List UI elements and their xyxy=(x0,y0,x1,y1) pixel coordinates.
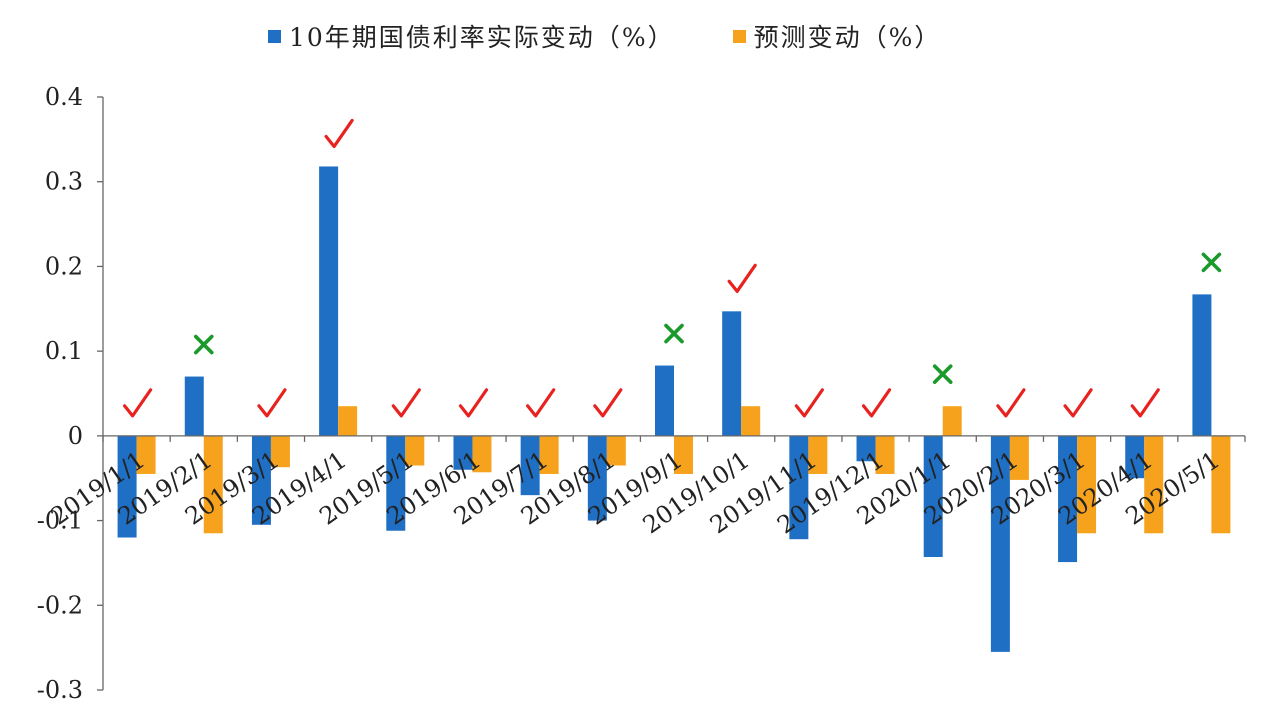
bar-actual xyxy=(587,435,607,521)
bar-actual xyxy=(1125,435,1145,479)
bar-actual xyxy=(453,435,473,470)
y-tick-label: 0.3 xyxy=(45,168,83,196)
bar-forecast xyxy=(1211,435,1231,534)
bar-actual xyxy=(386,435,406,531)
check-mark-icon xyxy=(391,388,421,418)
check-mark-icon xyxy=(1130,388,1160,418)
bar-actual xyxy=(923,435,943,557)
bar-forecast xyxy=(270,435,290,468)
bar-actual xyxy=(117,435,137,538)
y-tick-label: -0.1 xyxy=(37,507,83,535)
check-mark-icon xyxy=(861,388,892,418)
bar-forecast xyxy=(472,435,492,473)
bar-forecast xyxy=(405,435,425,466)
bar-forecast xyxy=(875,435,895,474)
y-tick-label: 0.1 xyxy=(45,337,83,365)
check-mark-icon xyxy=(996,388,1026,418)
legend-swatch-actual xyxy=(268,29,281,43)
bar-forecast xyxy=(741,406,761,436)
check-mark-icon xyxy=(727,263,757,293)
bar-actual xyxy=(789,435,809,540)
legend-item-actual: 10年期国债利率实际变动（%） xyxy=(268,18,675,54)
bar-forecast xyxy=(1144,435,1164,534)
check-mark-icon xyxy=(593,388,623,418)
bar-forecast xyxy=(942,406,962,436)
cross-mark-icon xyxy=(1201,252,1222,273)
bar-actual xyxy=(251,435,271,525)
y-tick-label: -0.2 xyxy=(37,591,83,619)
bar-actual xyxy=(520,435,540,496)
check-mark-icon xyxy=(458,388,489,418)
bar-forecast xyxy=(539,435,559,474)
check-mark-icon xyxy=(526,388,556,418)
legend-label-forecast: 预测变动（%） xyxy=(753,23,942,52)
bar-forecast xyxy=(203,435,223,534)
check-mark-icon xyxy=(122,388,153,418)
y-tick-label: 0.2 xyxy=(45,252,83,280)
bar-forecast xyxy=(674,435,693,474)
bar-forecast xyxy=(1077,435,1097,534)
check-mark-icon xyxy=(257,388,287,418)
check-mark-icon xyxy=(324,118,354,149)
cross-mark-icon xyxy=(932,364,953,385)
check-mark-icon xyxy=(794,388,824,418)
bar-actual xyxy=(722,311,742,436)
y-tick-label: -0.3 xyxy=(37,676,83,704)
bar-forecast xyxy=(338,406,358,436)
check-mark-icon xyxy=(1063,388,1093,418)
legend-item-forecast: 预测变动（%） xyxy=(732,18,942,54)
y-tick-label: 0 xyxy=(68,422,83,450)
cross-mark-icon xyxy=(664,323,684,344)
bar-actual xyxy=(184,376,204,436)
bar-forecast xyxy=(136,435,156,474)
bar-actual xyxy=(1058,435,1078,563)
bar-actual xyxy=(319,166,339,436)
bar-forecast xyxy=(1009,435,1029,480)
bar-actual xyxy=(1192,294,1212,436)
legend-label-actual: 10年期国债利率实际变动（%） xyxy=(289,23,675,52)
bar-forecast xyxy=(808,435,828,474)
cross-mark-icon xyxy=(193,334,214,355)
y-tick-label: 0.4 xyxy=(45,83,83,111)
bar-actual xyxy=(990,435,1010,652)
legend-swatch-forecast xyxy=(732,29,746,43)
bar-forecast xyxy=(606,435,626,466)
bar-actual xyxy=(856,435,876,462)
bar-actual xyxy=(655,365,674,436)
chart-legend: 10年期国债利率实际变动（%） 预测变动（%） xyxy=(268,18,999,54)
